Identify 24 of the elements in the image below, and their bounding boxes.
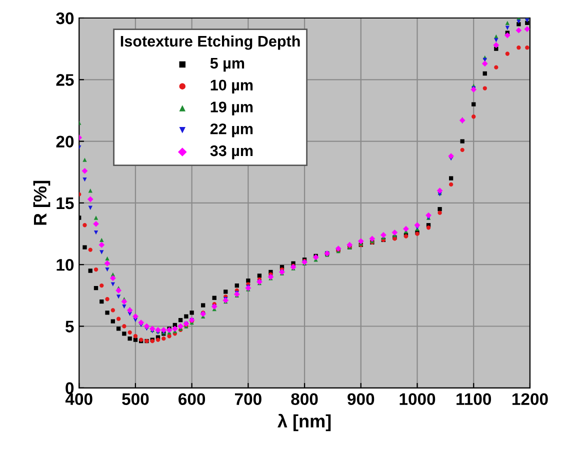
x-tick-label: 1000 [400, 393, 436, 406]
x-tick-label: 400 [65, 393, 92, 406]
x-axis-title: λ [nm] [278, 414, 331, 432]
x-tick-label: 1100 [456, 393, 492, 406]
legend-label: 10 µm [210, 80, 253, 94]
x-tick-label: 500 [122, 393, 149, 406]
legend-label: 5 µm [210, 58, 244, 72]
x-tick-label: 800 [291, 393, 318, 406]
legend-title: Isotexture Etching Depth [120, 35, 300, 50]
x-tick-label: 700 [234, 393, 262, 406]
y-tick-label: 5 [65, 320, 74, 332]
legend-label: 33 µm [210, 145, 253, 160]
x-tick-label: 1200 [512, 393, 548, 406]
y-tick-label: 0 [66, 382, 74, 394]
y-tick-label: 25 [56, 74, 74, 86]
x-tick-label: 600 [178, 393, 206, 406]
y-tick-label: 10 [56, 259, 74, 271]
y-tick-label: 20 [56, 136, 74, 148]
legend-label: 22 µm [210, 123, 253, 138]
legend-label: 19 µm [210, 102, 253, 116]
y-tick-label: 30 [56, 12, 74, 24]
x-tick-label: 900 [348, 393, 374, 406]
y-tick-label: 15 [56, 198, 74, 210]
y-axis-title: R [%] [33, 180, 50, 225]
